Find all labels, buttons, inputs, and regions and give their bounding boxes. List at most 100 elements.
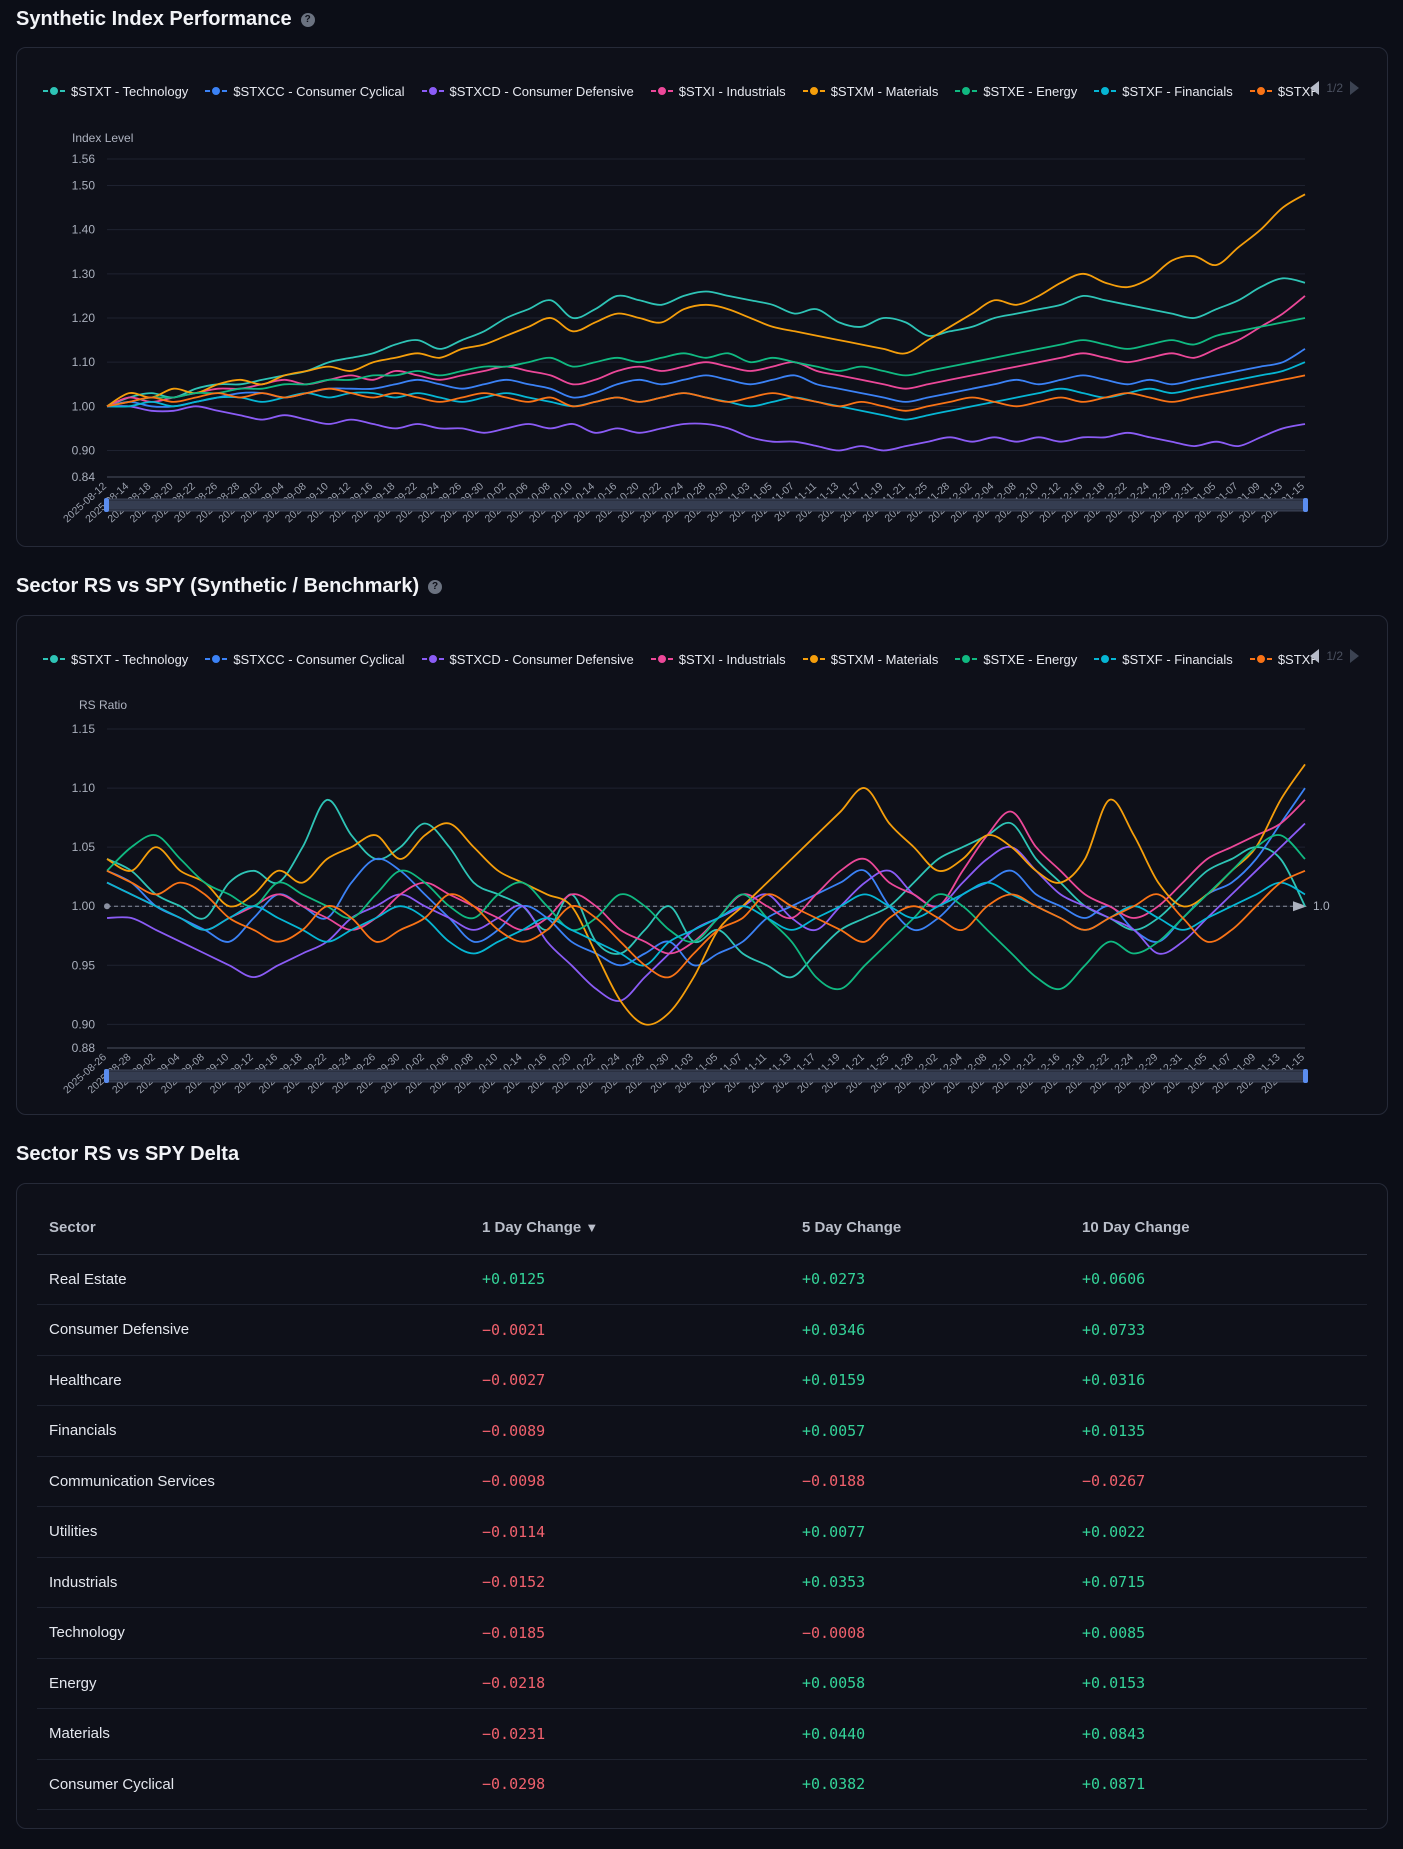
series-line	[106, 834, 1306, 991]
table-row: Real Estate +0.0125 +0.0273 +0.0606	[37, 1254, 1367, 1305]
sector-name-cell: Communication Services	[37, 1456, 470, 1507]
legend-label: $STXI - Industrials	[678, 651, 786, 667]
y-axis-title: Index Level	[72, 131, 134, 145]
change-value-cell: +0.0733	[1070, 1304, 1367, 1356]
change-value-cell: +0.0440	[790, 1708, 1070, 1760]
legend-item[interactable]: $STXCC - Consumer Cyclical	[205, 648, 405, 670]
change-value-cell: −0.0218	[470, 1658, 790, 1709]
legend-next-icon[interactable]	[1350, 649, 1359, 663]
delta-title-text: Sector RS vs SPY Delta	[16, 1143, 240, 1165]
change-value-cell: −0.0027	[470, 1355, 790, 1406]
series-line	[106, 869, 1306, 979]
legend-swatch-icon	[1249, 652, 1272, 666]
legend-label: $STXM - Materials	[830, 651, 939, 667]
zoom-handle-left	[104, 1069, 109, 1083]
legend-item[interactable]: $STXI - Industrials	[650, 80, 786, 102]
column-header-5day[interactable]: 5 Day Change	[790, 1184, 1070, 1255]
change-value-cell: +0.0843	[1070, 1708, 1367, 1760]
series-line	[106, 822, 1306, 1002]
legend-swatch-icon	[43, 652, 65, 666]
question-icon[interactable]: ?	[300, 12, 315, 27]
performance-line-chart: 1.561.501.401.301.201.101.000.900.842025…	[61, 152, 1308, 525]
legend-item[interactable]: $STXCC - Consumer Cyclical	[205, 80, 405, 102]
series-line	[106, 317, 1306, 408]
y-tick-label: 1.05	[72, 840, 96, 854]
legend-swatch-icon	[1249, 84, 1272, 98]
table-row: Consumer Cyclical −0.0298 +0.0382 +0.0871	[37, 1759, 1367, 1810]
sector-name-cell: Consumer Defensive	[37, 1304, 470, 1356]
legend-label: $STXF - Financials	[1122, 651, 1233, 667]
change-value-cell: −0.0089	[470, 1405, 790, 1457]
column-header-sector[interactable]: Sector	[37, 1184, 470, 1255]
legend-item[interactable]: $STXT - Technology	[43, 648, 188, 670]
table-row: Consumer Defensive −0.0021 +0.0346 +0.0733	[37, 1304, 1367, 1356]
change-value-cell: +0.0022	[1070, 1506, 1367, 1558]
legend-item[interactable]: $STXCD - Consumer Defensive	[421, 80, 634, 102]
y-tick-label: 0.84	[72, 470, 96, 484]
y-tick-label: 0.95	[72, 958, 96, 972]
zoom-handle-left	[104, 498, 109, 512]
sector-name-cell: Real Estate	[37, 1254, 470, 1305]
y-tick-label: 1.10	[72, 781, 96, 795]
chart-legend: $STXT - Technology $STXCC - Consumer Cyc…	[43, 648, 1315, 670]
legend-item[interactable]: $STXE - Energy	[955, 80, 1077, 102]
series-line	[106, 374, 1306, 412]
legend-item[interactable]: $STXF - Financials	[1094, 648, 1233, 670]
legend-label: $STXH - Healthcare	[1277, 651, 1315, 667]
legend-pager: 1/2	[1310, 81, 1359, 95]
sector-name-cell: Financials	[37, 1405, 470, 1457]
legend-swatch-icon	[1094, 84, 1117, 98]
legend-label: $STXCD - Consumer Defensive	[449, 83, 634, 99]
change-value-cell: +0.0353	[790, 1557, 1070, 1608]
sector-name-cell: Technology	[37, 1607, 470, 1659]
legend-item[interactable]: $STXF - Financials	[1094, 80, 1233, 102]
legend-prev-icon[interactable]	[1310, 81, 1320, 95]
change-value-cell: +0.0057	[790, 1405, 1070, 1457]
question-icon[interactable]: ?	[428, 579, 443, 594]
sector-name-cell: Materials	[37, 1708, 470, 1760]
series-line	[106, 405, 1306, 452]
series-line	[106, 763, 1306, 1026]
y-tick-label: 1.10	[72, 355, 96, 369]
legend-swatch-icon	[421, 652, 444, 666]
legend-item[interactable]: $STXH - Healthcare	[1249, 80, 1315, 102]
change-value-cell: +0.0058	[790, 1658, 1070, 1709]
column-header-1day[interactable]: 1 Day Change ▼	[470, 1184, 790, 1255]
reference-start-dot	[104, 903, 110, 910]
delta-table-panel: Sector 1 Day Change ▼ 5 Day Change 10 Da…	[16, 1183, 1388, 1829]
rs-section-title: Sector RS vs SPY (Synthetic / Benchmark)…	[16, 575, 443, 598]
column-header-10day[interactable]: 10 Day Change	[1070, 1184, 1367, 1255]
legend-item[interactable]: $STXI - Industrials	[650, 648, 786, 670]
y-tick-label: 1.00	[72, 399, 96, 413]
legend-item[interactable]: $STXM - Materials	[802, 80, 938, 102]
change-value-cell: +0.0382	[790, 1759, 1070, 1810]
zoom-handle-right	[1303, 1069, 1308, 1083]
table-row: Technology −0.0185 −0.0008 +0.0085	[37, 1607, 1367, 1659]
legend-item[interactable]: $STXH - Healthcare	[1249, 648, 1315, 670]
table-row: Materials −0.0231 +0.0440 +0.0843	[37, 1708, 1367, 1760]
legend-prev-icon[interactable]	[1310, 649, 1320, 663]
change-value-cell: +0.0125	[470, 1254, 790, 1305]
legend-swatch-icon	[43, 84, 65, 98]
legend-item[interactable]: $STXCD - Consumer Defensive	[421, 648, 634, 670]
change-value-cell: −0.0185	[470, 1607, 790, 1659]
y-tick-label: 1.50	[72, 179, 96, 193]
table-row: Healthcare −0.0027 +0.0159 +0.0316	[37, 1355, 1367, 1406]
legend-next-icon[interactable]	[1350, 81, 1359, 95]
performance-title-text: Synthetic Index Performance	[16, 8, 292, 30]
change-value-cell: +0.0715	[1070, 1557, 1367, 1608]
legend-label: $STXE - Energy	[983, 651, 1078, 667]
legend-swatch-icon	[955, 652, 978, 666]
legend-swatch-icon	[1094, 652, 1117, 666]
sort-desc-icon: ▼	[585, 1220, 599, 1236]
legend-label: $STXH - Healthcare	[1277, 83, 1315, 99]
rs-title-text: Sector RS vs SPY (Synthetic / Benchmark)	[16, 575, 420, 597]
legend-item[interactable]: $STXT - Technology	[43, 80, 188, 102]
series-line	[106, 193, 1306, 408]
legend-label: $STXT - Technology	[71, 651, 189, 667]
y-tick-label: 1.15	[72, 722, 96, 736]
legend-item[interactable]: $STXM - Materials	[802, 648, 939, 670]
legend-swatch-icon	[205, 652, 228, 666]
change-value-cell: +0.0085	[1070, 1607, 1367, 1659]
legend-item[interactable]: $STXE - Energy	[955, 648, 1077, 670]
